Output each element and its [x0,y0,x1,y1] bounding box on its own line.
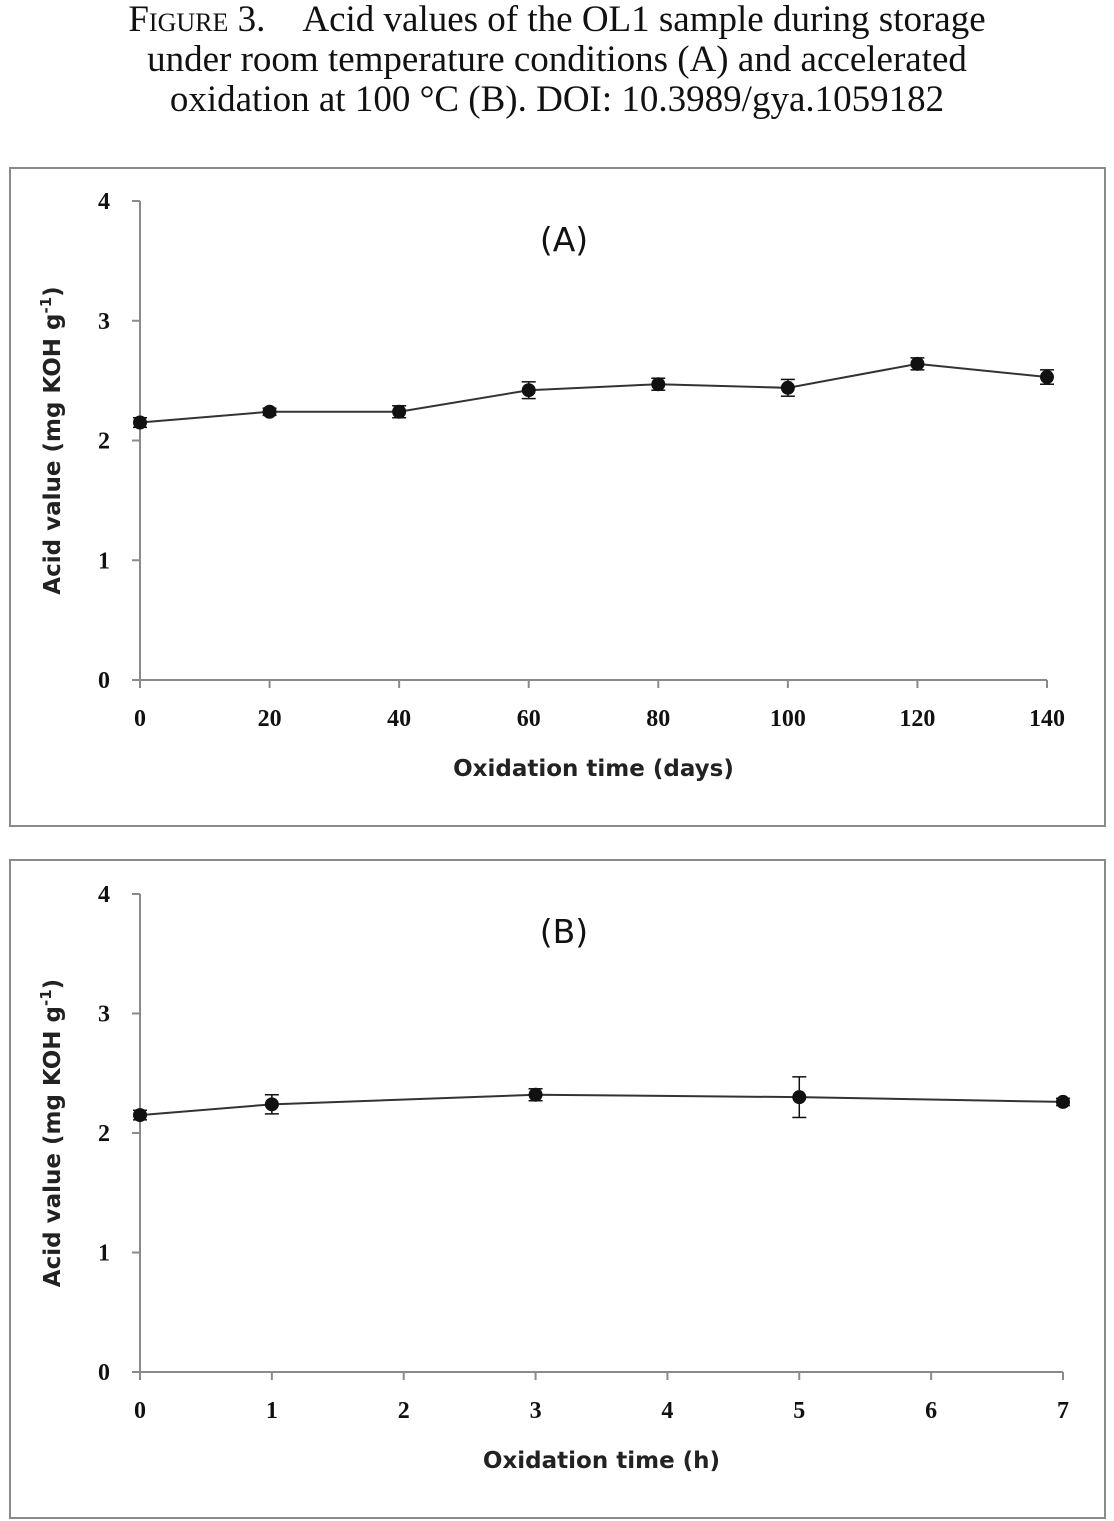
caption-line-2: under room temperature conditions (A) an… [147,39,967,80]
caption-text-1: Acid values of the OL1 sample during sto… [302,0,986,40]
caption-lead: Figure 3. [128,0,266,40]
y-axis-title-main: Acid value (mg KOH g [40,314,66,595]
y-tick-label: 2 [98,1121,110,1147]
x-tick-label: 2 [398,1398,410,1424]
y-axis-title-end: ) [40,979,66,990]
x-axis-title: Oxidation time (h) [483,1448,720,1474]
chart-panel-b: 0 1 2 3 4 0 1 2 3 4 5 6 7 Oxidation time (h) Acid valu… [9,859,1106,1519]
y-tick-label: 0 [98,1360,110,1386]
chart-panel-a: 0 1 2 3 4 0 20 40 60 80 100 120 140 Oxidation time (d… [9,167,1106,827]
y-axis-title-sup: -1 [37,989,55,1006]
caption-line-3: oxidation at 100 °C (B). DOI: 10.3989/gy… [169,79,945,120]
caption-line-1: Figure 3. Acid values of the OL1 sample … [0,0,1114,40]
data-point [1056,1094,1070,1109]
y-axis-title-sup: -1 [37,297,55,314]
y-tick-label: 4 [98,189,110,215]
x-tick-label: 5 [793,1398,805,1424]
data-point [521,383,536,398]
x-axis-title: Oxidation time (days) [453,756,734,782]
x-tick-label: 20 [258,706,282,732]
x-tick-label: 60 [517,706,541,732]
y-tick-label: 4 [98,882,110,908]
y-tick-label: 1 [98,548,110,574]
y-axis-title: Acid value (mg KOH g-1) [37,979,66,1287]
panel-label: (B) [540,912,588,951]
x-tick-label: 120 [899,706,935,732]
data-point [264,1097,279,1112]
x-tick-label: 100 [770,706,806,732]
data-point [780,380,795,395]
x-tick-label: 0 [134,706,146,732]
x-tick-label: 140 [1029,706,1065,732]
series-line [139,362,1048,424]
x-tick-label: 3 [530,1398,542,1424]
panel-label: (A) [540,220,588,259]
data-point [392,404,407,419]
data-point [792,1090,807,1105]
chart-b-svg: 0 1 2 3 4 0 1 2 3 4 5 6 7 Oxidation time (h) Acid valu… [37,882,1070,1474]
y-axis-title: Acid value (mg KOH g-1) [37,286,66,594]
x-tick-label: 4 [661,1398,673,1424]
data-point [910,356,925,371]
x-tick-label: 40 [387,706,411,732]
x-tick-label: 0 [134,1398,146,1424]
figure-caption: Figure 3. Acid values of the OL1 sample … [0,0,1114,120]
y-tick-label: 2 [98,429,110,455]
x-tick-label: 7 [1057,1398,1069,1424]
y-tick-label: 3 [98,1002,110,1028]
y-tick-label: 0 [98,668,110,694]
x-tick-label: 6 [925,1398,937,1424]
y-tick-label: 3 [98,309,110,335]
data-point [651,377,666,392]
data-point [133,415,147,430]
y-axis-title-end: ) [40,286,66,297]
y-axis-title-main: Acid value (mg KOH g [40,1006,66,1287]
y-tick-label: 1 [98,1241,110,1267]
data-point [262,404,277,419]
x-tick-label: 80 [646,706,670,732]
data-point [528,1087,543,1102]
data-point [133,1108,147,1123]
x-tick-label: 1 [266,1398,278,1424]
data-point [1040,370,1054,385]
